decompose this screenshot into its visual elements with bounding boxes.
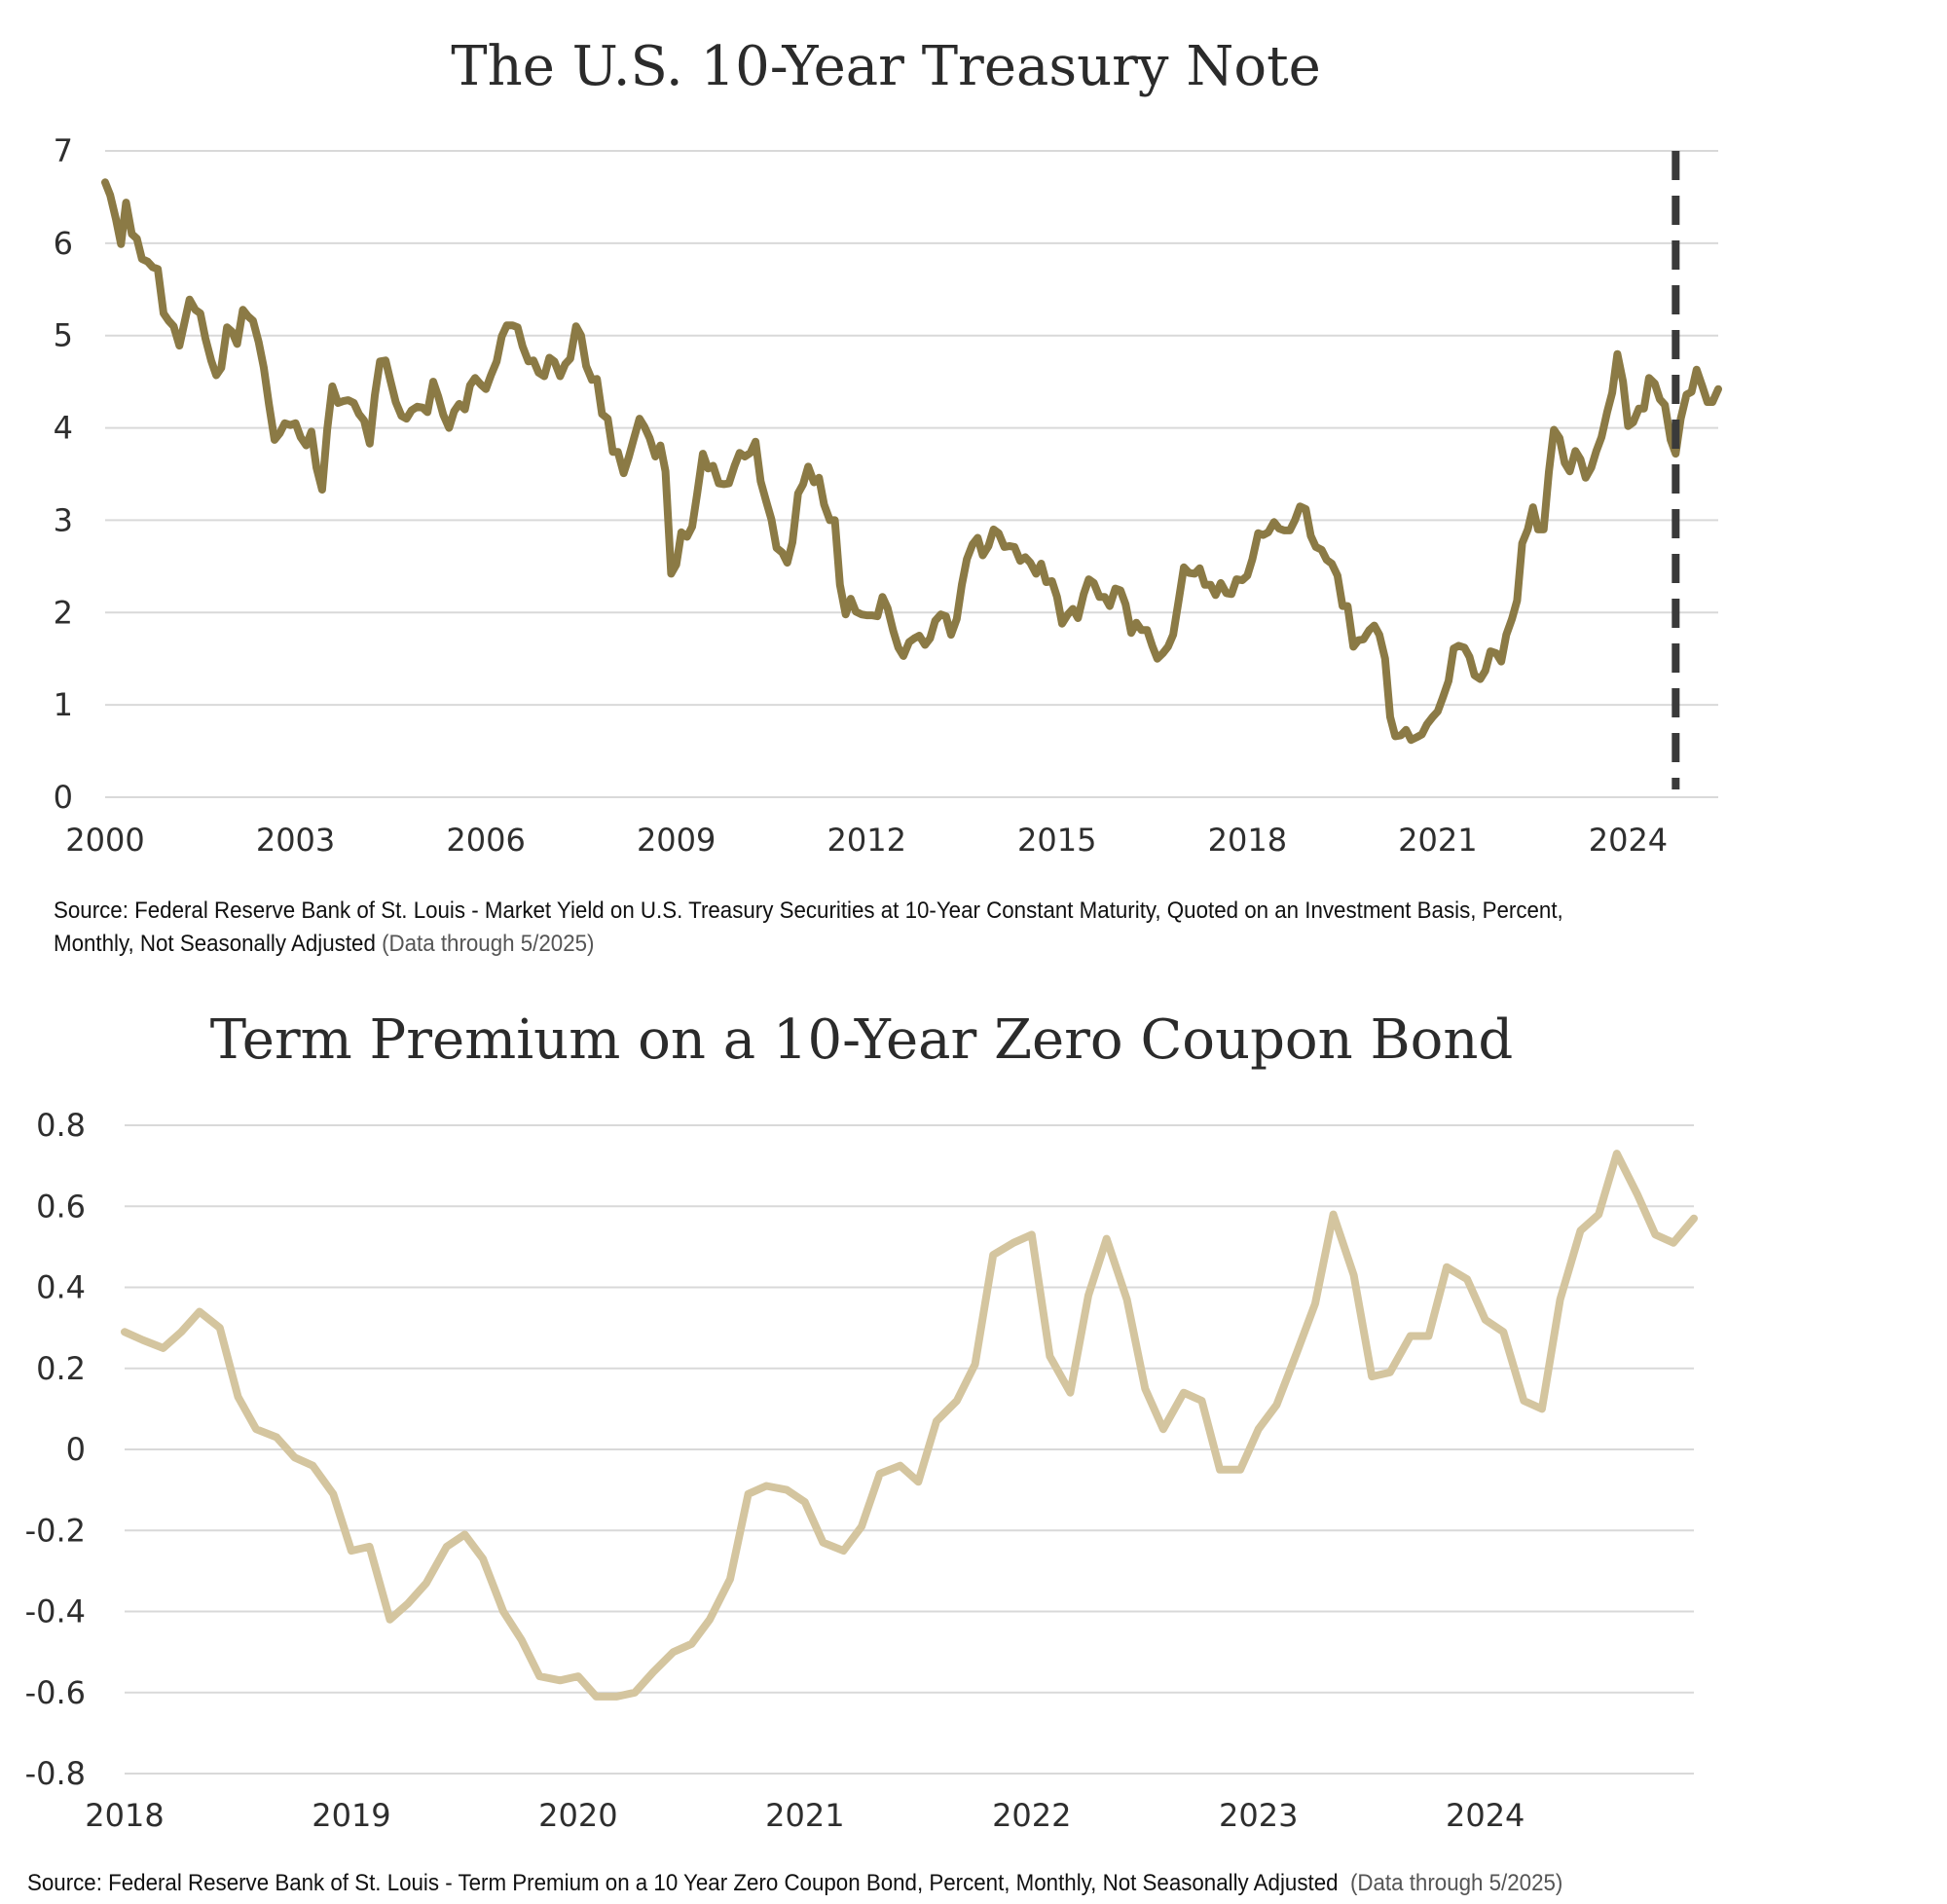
treasury-y-tick-label: 6 [54,225,73,262]
term-premium-x-tick-label: 2020 [538,1797,617,1834]
treasury-chart-title: The U.S. 10-Year Treasury Note [451,35,1320,98]
term-premium-data-through-note: (Data through 5/2025) [1349,1870,1563,1896]
treasury-x-tick-label: 2021 [1398,822,1477,859]
treasury-yield-line [101,178,1722,745]
term-premium-y-tick-label: 0 [66,1431,86,1468]
treasury-source-text: Monthly, Not Seasonally Adjusted [54,931,376,957]
treasury-source-line-2: Monthly, Not Seasonally Adjusted (Data t… [54,928,1563,961]
term-premium-y-tick-label: -0.8 [25,1755,86,1792]
treasury-y-tick-label: 1 [54,686,73,723]
treasury-x-tick-label: 2009 [637,822,716,859]
term-premium-source-text: Source: Federal Reserve Bank of St. Loui… [27,1870,1339,1896]
treasury-y-tick-label: 5 [54,317,73,354]
treasury-gridlines [105,150,1718,798]
term-premium-line [121,1150,1698,1701]
treasury-y-tick-label: 7 [54,132,73,169]
term-premium-x-tick-label: 2021 [765,1797,844,1834]
treasury-x-tick-label: 2018 [1208,822,1287,859]
treasury-x-tick-label: 2024 [1589,822,1668,859]
term-premium-y-tick-label: -0.6 [25,1674,86,1711]
term-premium-y-tick-label: -0.2 [25,1512,86,1549]
term-premium-x-tick-label: 2023 [1219,1797,1298,1834]
treasury-y-axis: 0 1 2 3 4 5 6 7 [54,132,73,816]
treasury-source-line-1: Source: Federal Reserve Bank of St. Loui… [54,897,1563,924]
term-premium-y-tick-label: -0.4 [25,1593,86,1630]
treasury-y-tick-label: 3 [54,501,73,538]
treasury-y-tick-label: 2 [54,594,73,631]
term-premium-chart: Term Premium on a 10-Year Zero Coupon Bo… [25,1008,1698,1834]
treasury-x-tick-label: 2003 [256,822,335,859]
treasury-y-tick-label: 4 [54,410,73,447]
term-premium-y-axis: 0.8 0.6 0.4 0.2 0 -0.2 -0.4 -0.6 -0.8 [25,1107,86,1792]
term-premium-chart-title: Term Premium on a 10-Year Zero Coupon Bo… [210,1008,1514,1072]
treasury-x-tick-label: 2015 [1017,822,1096,859]
term-premium-gridlines [125,1124,1694,1775]
term-premium-y-tick-label: 0.8 [36,1107,86,1144]
term-premium-x-tick-label: 2022 [992,1797,1071,1834]
term-premium-x-tick-label: 2019 [312,1797,390,1834]
treasury-data-through-note: (Data through 5/2025) [382,931,595,957]
term-premium-y-tick-label: 0.6 [36,1188,86,1225]
treasury-chart: The U.S. 10-Year Treasury Note 01234567 … [54,35,1722,859]
treasury-y-tick-label: 0 [54,779,73,816]
treasury-x-tick-label: 2000 [65,822,144,859]
term-premium-x-tick-label: 2018 [85,1797,164,1834]
term-premium-x-axis: 2018 2019 2020 2021 2022 2023 2024 [85,1797,1525,1834]
treasury-source-note: Source: Federal Reserve Bank of St. Loui… [54,895,1563,961]
term-premium-x-tick-label: 2024 [1446,1797,1525,1834]
term-premium-y-tick-label: 0.4 [36,1269,86,1306]
treasury-x-tick-label: 2006 [446,822,525,859]
treasury-x-axis: 2000 2003 2006 2009 2012 2015 2018 2021 2024 [65,822,1668,859]
term-premium-y-tick-label: 0.2 [36,1350,86,1387]
treasury-x-tick-label: 2012 [827,822,906,859]
term-premium-source-note: Source: Federal Reserve Bank of St. Loui… [27,1867,1562,1900]
